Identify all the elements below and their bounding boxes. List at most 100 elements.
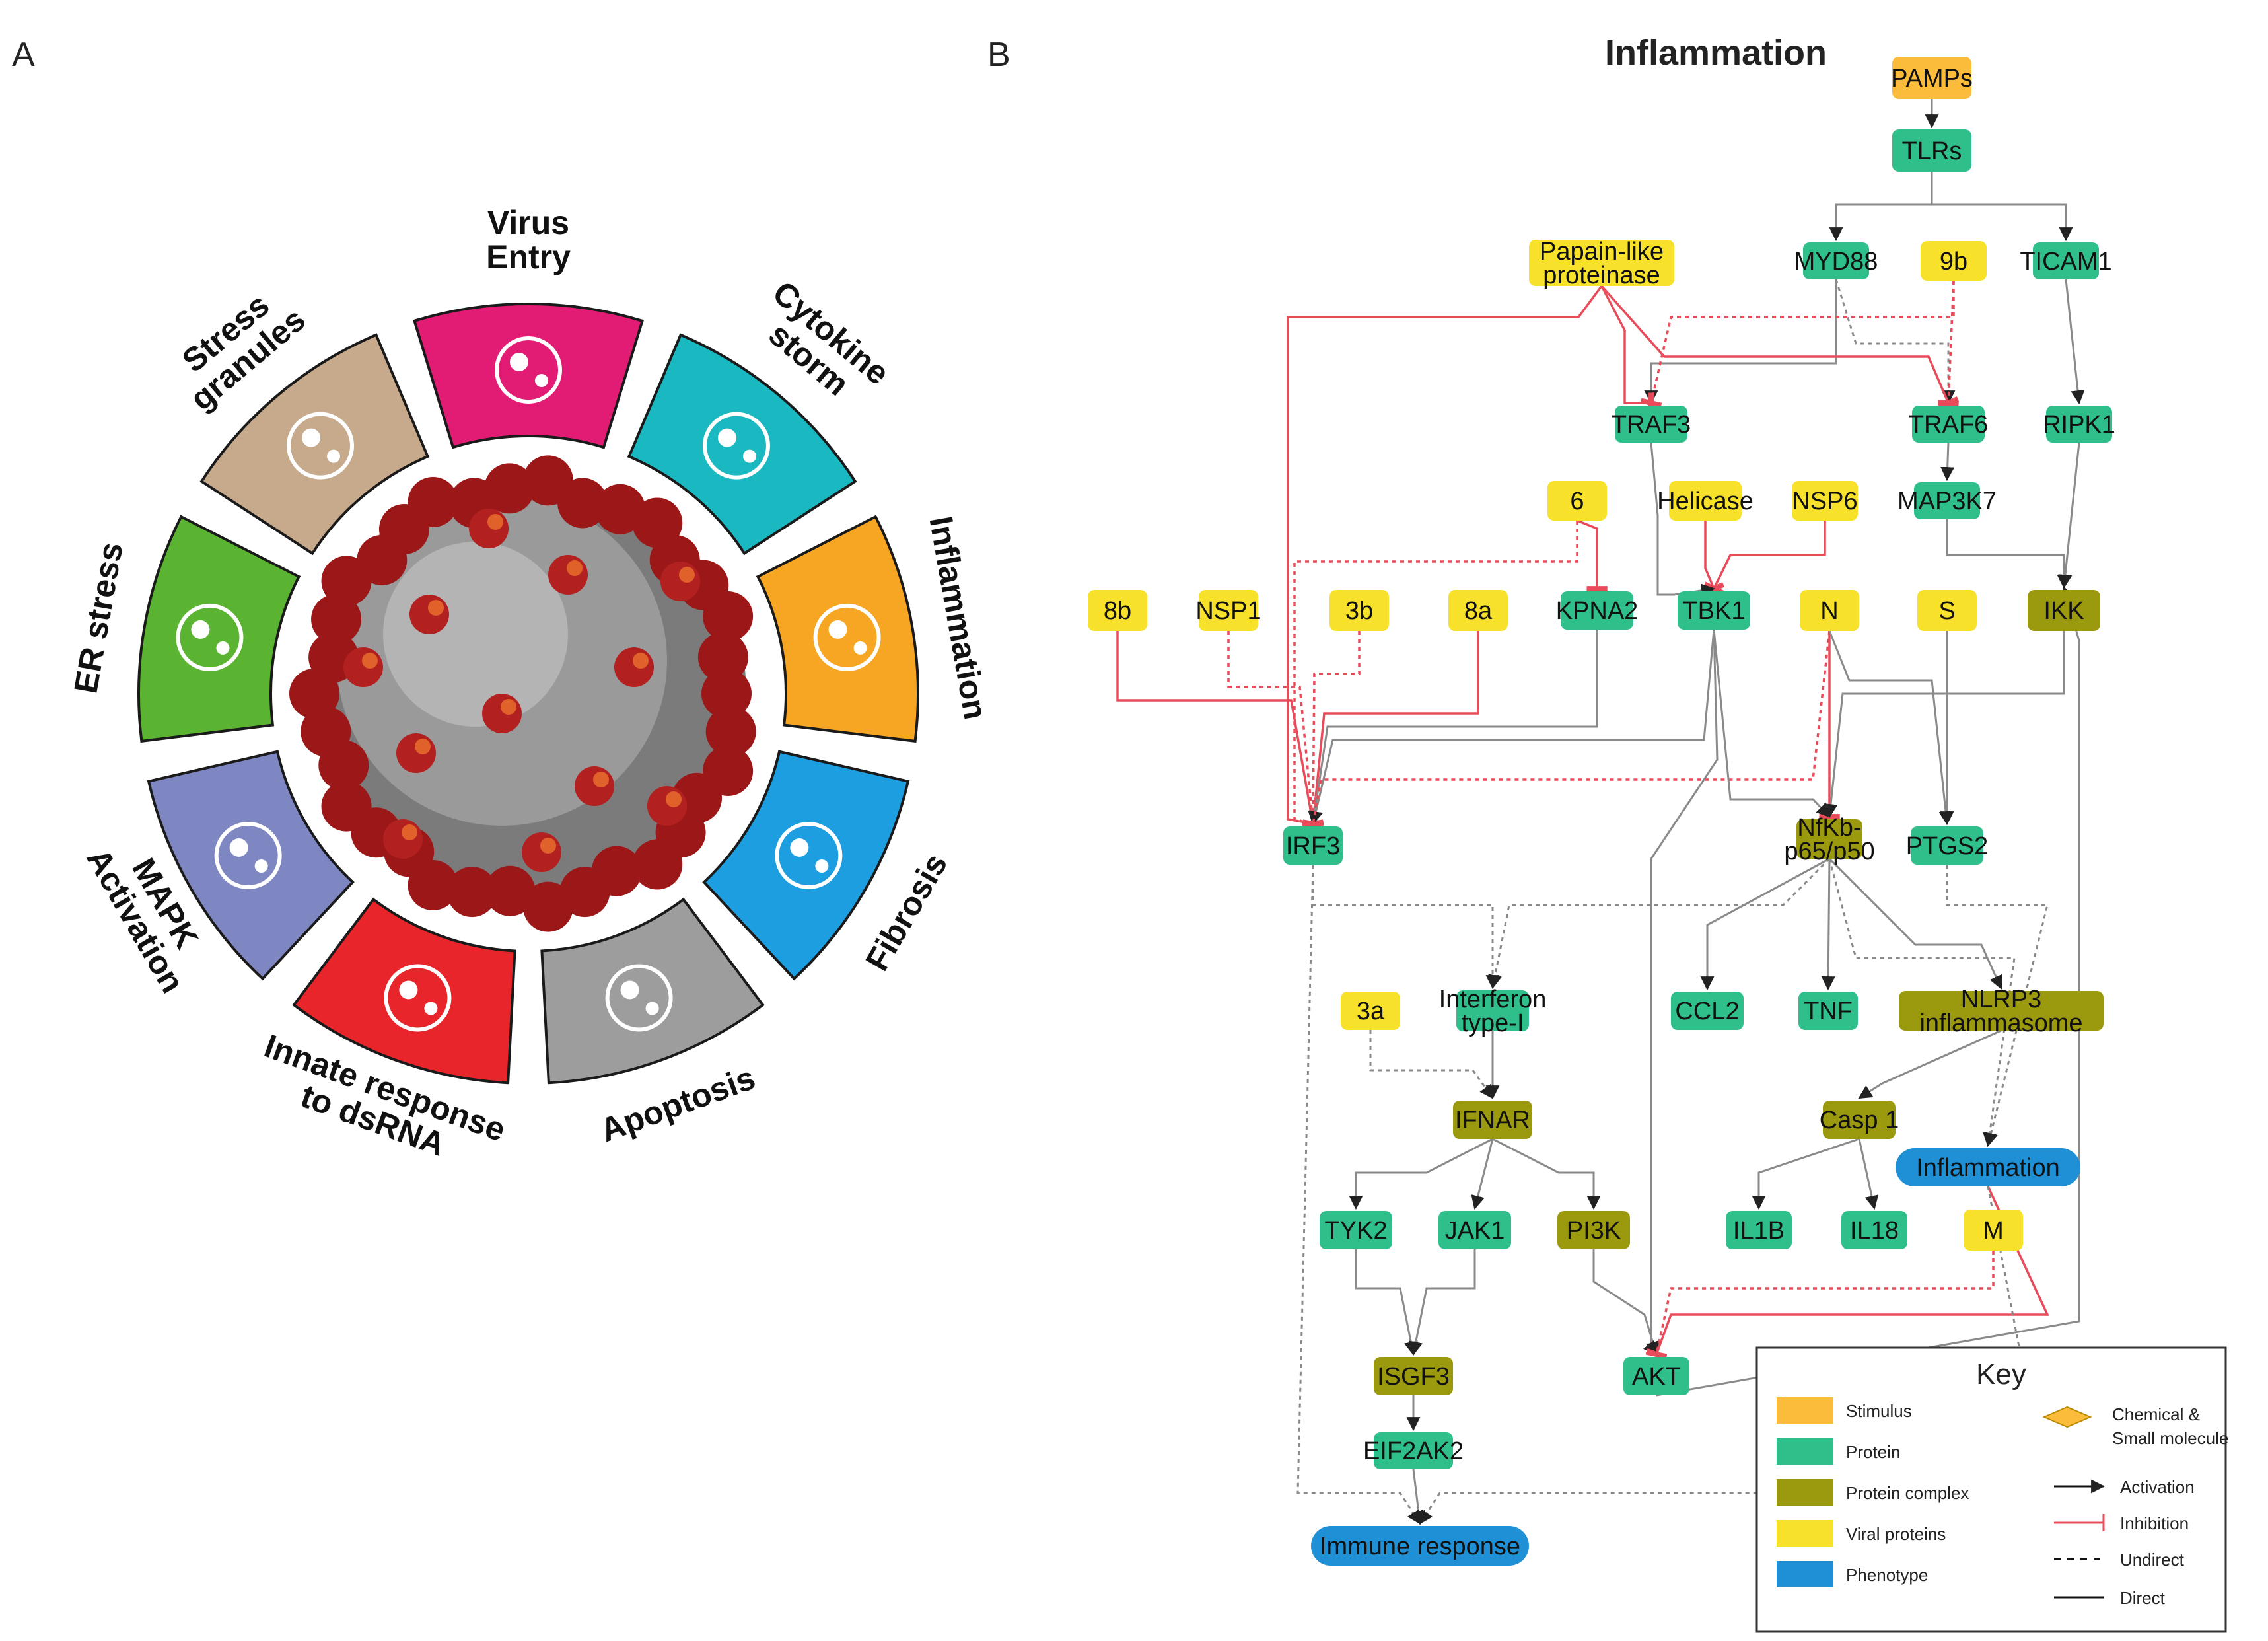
node-label-nsp1: NSP1 xyxy=(1195,597,1261,625)
node-il18: IL18 xyxy=(1841,1211,1907,1249)
chemical-diamond-icon xyxy=(2042,1406,2092,1428)
key-chemical-line1: Chemical & xyxy=(2112,1404,2200,1424)
node-label-tnf: TNF xyxy=(1804,998,1853,1025)
node-label-ripk1: RIPK1 xyxy=(2043,411,2115,439)
key-undirect: Undirect xyxy=(2120,1550,2185,1570)
network-nodes: 6 PAMPs TLRs Papain-like proteinase MYD88 9b TI… xyxy=(1088,57,2115,1566)
node-label-nsp6: NSP6 xyxy=(1792,488,1857,515)
edge-3a-to-IFNAR xyxy=(1369,1030,1494,1099)
node-ptgs2: PTGS2 xyxy=(1906,826,1989,865)
edge-8a-to-IRF3 xyxy=(1302,631,1479,828)
inflammation-icon xyxy=(813,603,881,671)
key-label-phenotype: Phenotype xyxy=(1846,1565,1928,1585)
node-myd88: MYD88 xyxy=(1794,242,1878,279)
coronavirus-image xyxy=(289,455,756,932)
edge-NLRP3-to-CASP1 xyxy=(1858,1029,2002,1099)
edge-CASP1-to-IL18 xyxy=(1858,1138,1879,1210)
node-label-tlrs: TLRs xyxy=(1902,137,1962,165)
edge-IRF3-to-IFN1 xyxy=(1312,865,1500,990)
node-label-isgf3: ISGF3 xyxy=(1377,1363,1450,1391)
edge-8b-to-IRF3 xyxy=(1116,631,1324,828)
node-label-nfkb: NfKb-p65/p50 xyxy=(1784,814,1874,865)
edge-IFNAR-to-TYK2 xyxy=(1349,1138,1493,1210)
key-swatch-viral xyxy=(1777,1520,1833,1547)
node-tbk1: TBK1 xyxy=(1678,591,1750,630)
edge-NFKB-to-NLRP3 xyxy=(1828,857,2002,990)
edge-3b-to-IRF3 xyxy=(1302,631,1361,827)
node-nsp6: NSP6 xyxy=(1792,481,1858,521)
edge-IFNAR-to-JAK1 xyxy=(1471,1138,1494,1210)
segment-er-stress: ER stress xyxy=(67,515,301,743)
node-n: N xyxy=(1800,590,1859,631)
segment-mapk-activation: MAPKActivation xyxy=(79,750,355,999)
node-label-pi3k: PI3K xyxy=(1567,1217,1621,1245)
panel-b-label: B xyxy=(987,36,1010,74)
edge-JAK1-to-ISGF3 xyxy=(1409,1249,1476,1356)
edge-NFKB-to-IFN1 xyxy=(1488,857,1831,990)
edge-PI3K-to-AKT xyxy=(1592,1249,1660,1356)
key-chemical: Small molecule xyxy=(2112,1428,2228,1448)
key-label-protein: Protein xyxy=(1846,1442,1900,1462)
node-immune: Immune response xyxy=(1311,1526,1529,1566)
node-nlrp3: NLRP3 inflammasome xyxy=(1899,986,2104,1037)
mapk-activation-icon xyxy=(214,822,282,889)
edge-CASP1-to-IL1B xyxy=(1752,1138,1860,1210)
edge-Helicase-to-TBK1 xyxy=(1703,521,1725,595)
key-swatch-phenotype xyxy=(1777,1561,1833,1587)
node-label-6: 6 xyxy=(1570,488,1584,515)
segment-label-inflammation: Inflammation xyxy=(922,513,994,722)
node-traf6: TRAF6 xyxy=(1909,406,1988,443)
node-label-il1b: IL1B xyxy=(1733,1217,1785,1245)
edge-RIPK1-to-IKK xyxy=(2058,442,2080,589)
edge-TLRs-to-MYD88 xyxy=(1829,172,1933,242)
node-ifnar: IFNAR xyxy=(1453,1101,1532,1139)
node-label-ticam1: TICAM1 xyxy=(2020,248,2111,275)
innate-response-icon xyxy=(384,964,452,1032)
node-casp1: Casp 1 xyxy=(1820,1101,1899,1139)
segment-label-er-stress: ER stress xyxy=(67,540,129,696)
node-s: S xyxy=(1917,590,1977,631)
edge-MYD88-to-TRAF6 xyxy=(1835,279,1956,405)
node-traf3: TRAF3 xyxy=(1612,406,1691,443)
segment-label-virus-entry: Virus Entry xyxy=(486,204,571,275)
node-label-ifnar: IFNAR xyxy=(1455,1107,1530,1134)
node-9b: 9b xyxy=(1921,241,1987,281)
node-irf3: IRF3 xyxy=(1283,826,1343,865)
node-map3k7: MAP3K7 xyxy=(1897,482,1997,519)
node-akt: AKT xyxy=(1623,1357,1689,1395)
edge-NFKB-to-CCL2 xyxy=(1700,857,1830,991)
node-label-helicase: Helicase xyxy=(1657,488,1754,515)
node-label-ccl2: CCL2 xyxy=(1675,998,1739,1025)
node-pamps: PAMPs xyxy=(1891,57,1973,99)
node-label-nlrp3: NLRP3 inflammasome xyxy=(1919,986,2082,1037)
edge-M-to-AKT xyxy=(1645,1251,1995,1360)
node-label-jak1: JAK1 xyxy=(1445,1217,1505,1245)
edge-PLP-to-TRAF3 xyxy=(1600,285,1654,414)
virus-entry-icon xyxy=(495,336,562,404)
stress-granules-icon xyxy=(287,412,355,480)
node-label-ptgs2: PTGS2 xyxy=(1906,832,1989,860)
node-6: 6 xyxy=(1547,481,1607,521)
edge-N-to-IRF3 xyxy=(1302,630,1831,828)
key-label-stimulus: Stimulus xyxy=(1846,1401,1912,1421)
key-label-viral: Viral proteins xyxy=(1846,1524,1946,1544)
er-stress-icon xyxy=(176,603,244,671)
edge-KPNA2-to-IRF3 xyxy=(1308,630,1598,826)
key-activation: Activation xyxy=(2120,1477,2195,1497)
node-ifn1: Interferon type-I xyxy=(1439,986,1547,1037)
node-label-n: N xyxy=(1820,597,1838,625)
edge-6-to-IRF3 xyxy=(1293,521,1578,835)
key-inhibition: Inhibition xyxy=(2120,1513,2189,1533)
node-label-traf3: TRAF3 xyxy=(1612,411,1691,439)
pathway-wheel: Virus EntryCytokinestormInflammationFibro… xyxy=(67,204,994,1163)
key-title: Key xyxy=(1976,1358,2026,1391)
node-3b: 3b xyxy=(1329,590,1389,631)
node-8a: 8a xyxy=(1448,590,1508,631)
node-il1b: IL1B xyxy=(1726,1211,1792,1249)
segment-virus-entry: Virus Entry xyxy=(413,204,644,449)
node-label-ifn1: Interferon type-I xyxy=(1439,986,1547,1037)
edge-NFKB-to-TNF xyxy=(1821,858,1835,991)
edge-NSP1-to-IRF3 xyxy=(1227,631,1324,828)
node-label-9b: 9b xyxy=(1940,248,1967,275)
